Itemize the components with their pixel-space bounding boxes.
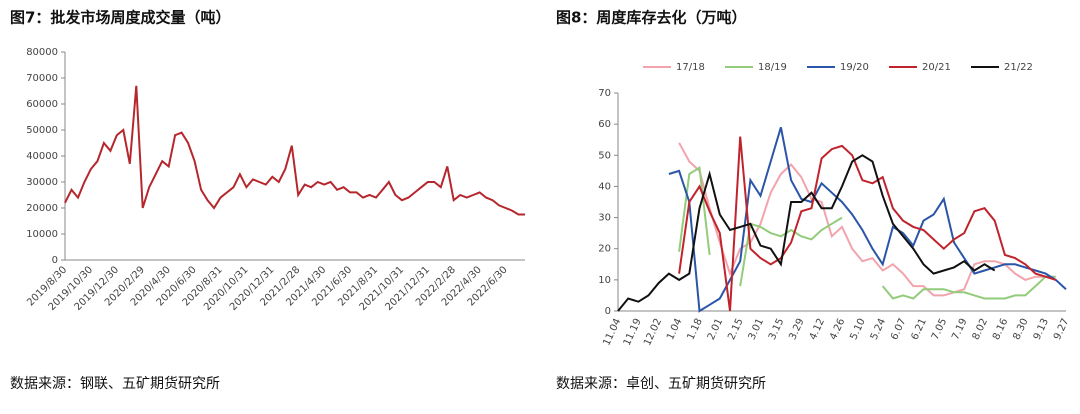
series-line — [678, 142, 1046, 297]
x-tick-label: 7.19 — [950, 317, 969, 342]
y-tick-label: 80000 — [26, 47, 58, 58]
x-tick-label: 4.12 — [808, 317, 827, 342]
y-tick-label: 70 — [598, 88, 611, 99]
chart-title: 图8：周度库存去化（万吨） — [556, 9, 746, 27]
y-tick-label: 50 — [598, 150, 611, 161]
line — [64, 85, 525, 216]
legend-label: 21/22 — [1004, 62, 1033, 73]
series-line — [617, 154, 996, 312]
y-tick-label: 70000 — [26, 73, 58, 84]
x-tick-label: 8.16 — [991, 317, 1010, 342]
y-tick-label: 60000 — [26, 99, 58, 110]
x-tick-label: 6.07 — [889, 317, 908, 342]
y-tick-label: 10 — [598, 275, 611, 286]
x-tick-label: 1.04 — [665, 317, 684, 342]
x-tick-label: 1.18 — [686, 317, 705, 342]
legend-label: 17/18 — [676, 62, 705, 73]
chart-title: 图7：批发市场周度成交量（吨） — [10, 9, 230, 27]
series-line — [678, 136, 1057, 312]
x-tick-label: 7.05 — [930, 317, 949, 342]
y-tick-label: 20 — [598, 244, 611, 255]
legend-label: 18/19 — [758, 62, 787, 73]
x-tick-label: 3.01 — [747, 317, 766, 342]
x-tick-label: 3.29 — [787, 317, 806, 342]
y-tick-label: 20000 — [26, 203, 58, 214]
series-line — [668, 127, 1067, 313]
y-tick-label: 60 — [598, 119, 611, 130]
x-tick-label: 11.19 — [622, 317, 644, 348]
x-tick-label: 3.15 — [767, 317, 786, 342]
y-tick-label: 50000 — [26, 125, 58, 136]
x-tick-label: 9.13 — [1032, 317, 1051, 342]
x-tick-label: 11.04 — [601, 317, 623, 348]
x-tick-label: 4.26 — [828, 317, 847, 342]
y-tick-label: 30 — [598, 213, 611, 224]
y-tick-label: 0 — [52, 255, 58, 266]
source-note: 数据来源：卓创、五矿期货研究所 — [556, 375, 766, 392]
x-tick-label: 2.15 — [726, 317, 745, 342]
legend-label: 19/20 — [840, 62, 869, 73]
x-tick-label: 2.01 — [706, 317, 725, 342]
x-tick-label: 8.02 — [971, 317, 990, 342]
x-tick-label: 12.02 — [642, 317, 664, 348]
legend-label: 20/21 — [922, 62, 951, 73]
x-tick-label: 5.10 — [848, 317, 867, 342]
x-tick-label: 8.30 — [1011, 317, 1030, 342]
x-tick-label: 6.21 — [910, 317, 929, 342]
y-tick-label: 40 — [598, 181, 611, 192]
y-tick-label: 30000 — [26, 177, 58, 188]
y-tick-label: 40000 — [26, 151, 58, 162]
x-tick-label: 5.24 — [869, 317, 888, 342]
source-note: 数据来源：钢联、五矿期货研究所 — [10, 375, 220, 392]
y-tick-label: 10000 — [26, 229, 58, 240]
x-tick-label: 9.27 — [1052, 317, 1071, 342]
series-line — [678, 166, 1056, 300]
y-tick-label: 0 — [605, 306, 611, 317]
